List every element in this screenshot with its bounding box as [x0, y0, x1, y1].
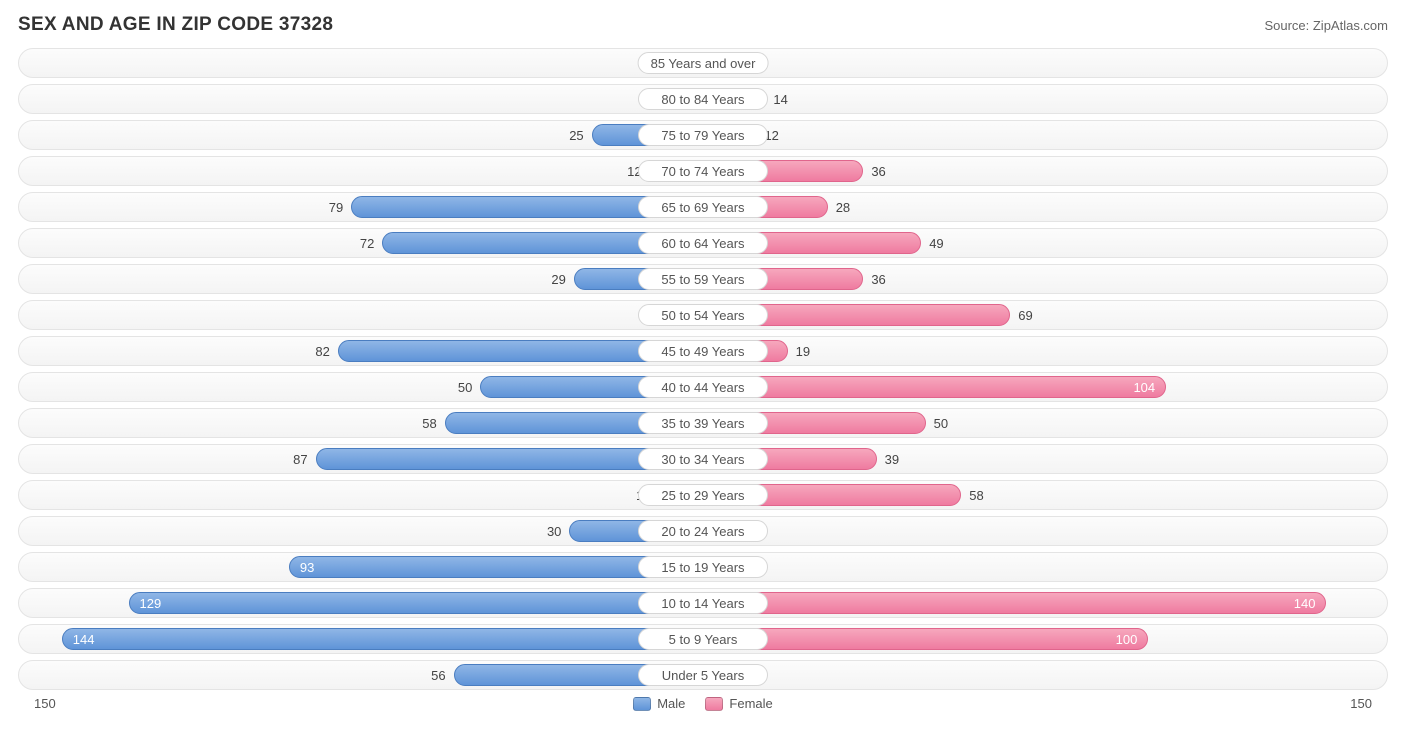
chart-row: 29 36 55 to 59 Years [18, 264, 1388, 294]
category-pill: 60 to 64 Years [638, 232, 768, 254]
female-value: 9 [746, 556, 1371, 578]
chart-row: 25 1275 to 79 Years [18, 120, 1388, 150]
male-value: 58 [35, 412, 445, 434]
male-value: 29 [35, 268, 574, 290]
legend: Male Female [633, 696, 773, 711]
male-value: 129 [130, 596, 162, 611]
chart-row: 0 1480 to 84 Years [18, 84, 1388, 114]
pyramid-chart: 0085 Years and over01480 to 84 Years2512… [18, 48, 1388, 690]
category-pill: 5 to 9 Years [638, 628, 768, 650]
category-pill: 85 Years and over [638, 52, 769, 74]
male-value: 50 [35, 376, 480, 398]
legend-female-label: Female [729, 696, 772, 711]
legend-male: Male [633, 696, 685, 711]
chart-row: 93 915 to 19 Years [18, 552, 1388, 582]
chart-footer: 150 Male Female 150 [18, 696, 1388, 711]
male-value: 0 [35, 304, 660, 326]
chart-row: 72 49 60 to 64 Years [18, 228, 1388, 258]
female-value: 49 [921, 232, 1371, 254]
chart-row: 12 36 70 to 74 Years [18, 156, 1388, 186]
male-value: 72 [35, 232, 382, 254]
male-bar: 144 [62, 628, 703, 650]
female-value: 58 [961, 484, 1371, 506]
male-value: 87 [35, 448, 316, 470]
category-pill: 65 to 69 Years [638, 196, 768, 218]
female-value: 69 [1010, 304, 1371, 326]
chart-row: 10 58 25 to 29 Years [18, 480, 1388, 510]
female-value: 28 [828, 196, 1371, 218]
chart-row: 129 140 10 to 14 Years [18, 588, 1388, 618]
category-pill: 80 to 84 Years [638, 88, 768, 110]
category-pill: 55 to 59 Years [638, 268, 768, 290]
male-bar: 129 [129, 592, 703, 614]
category-pill: 40 to 44 Years [638, 376, 768, 398]
category-pill: Under 5 Years [638, 664, 768, 686]
chart-row: 50 104 40 to 44 Years [18, 372, 1388, 402]
female-value: 19 [788, 340, 1371, 362]
chart-row: 144 100 5 to 9 Years [18, 624, 1388, 654]
female-value: 12 [756, 124, 1371, 146]
male-swatch-icon [633, 697, 651, 711]
female-bar: 140 [703, 592, 1326, 614]
category-pill: 15 to 19 Years [638, 556, 768, 578]
female-value: 36 [863, 268, 1371, 290]
legend-female: Female [705, 696, 772, 711]
male-value: 0 [35, 52, 660, 74]
female-value: 140 [1294, 596, 1326, 611]
chart-row: 30 020 to 24 Years [18, 516, 1388, 546]
category-pill: 20 to 24 Years [638, 520, 768, 542]
category-pill: 10 to 14 Years [638, 592, 768, 614]
male-value: 79 [35, 196, 351, 218]
chart-row: 87 39 30 to 34 Years [18, 444, 1388, 474]
chart-row: 0 69 50 to 54 Years [18, 300, 1388, 330]
male-value: 25 [35, 124, 592, 146]
male-value: 56 [35, 664, 454, 686]
female-value: 104 [1133, 380, 1165, 395]
female-value: 50 [926, 412, 1371, 434]
female-bar: 104 [703, 376, 1166, 398]
female-value: 14 [765, 88, 1371, 110]
male-value: 93 [290, 560, 314, 575]
female-swatch-icon [705, 697, 723, 711]
category-pill: 70 to 74 Years [638, 160, 768, 182]
female-value: 0 [746, 52, 1371, 74]
category-pill: 35 to 39 Years [638, 412, 768, 434]
chart-row: 79 28 65 to 69 Years [18, 192, 1388, 222]
legend-male-label: Male [657, 696, 685, 711]
chart-row: 58 50 35 to 39 Years [18, 408, 1388, 438]
chart-row: 0 085 Years and over [18, 48, 1388, 78]
category-pill: 45 to 49 Years [638, 340, 768, 362]
female-value: 36 [863, 160, 1371, 182]
male-value: 30 [35, 520, 569, 542]
category-pill: 25 to 29 Years [638, 484, 768, 506]
axis-max-left: 150 [34, 696, 56, 711]
female-value: 100 [1116, 632, 1148, 647]
male-value: 82 [35, 340, 338, 362]
female-value: 0 [746, 520, 1371, 542]
axis-max-right: 150 [1350, 696, 1372, 711]
category-pill: 50 to 54 Years [638, 304, 768, 326]
male-value: 10 [35, 484, 658, 506]
female-value: 39 [877, 448, 1371, 470]
source-name: ZipAtlas.com [1313, 18, 1388, 33]
female-bar: 100 [703, 628, 1148, 650]
chart-source: Source: ZipAtlas.com [1264, 18, 1388, 33]
chart-row: 82 19 45 to 49 Years [18, 336, 1388, 366]
female-value: 0 [746, 664, 1371, 686]
source-label: Source: [1264, 18, 1312, 33]
category-pill: 30 to 34 Years [638, 448, 768, 470]
chart-row: 56 0Under 5 Years [18, 660, 1388, 690]
male-value: 144 [63, 632, 95, 647]
category-pill: 75 to 79 Years [638, 124, 768, 146]
male-value: 12 [35, 160, 650, 182]
chart-title: SEX AND AGE IN ZIP CODE 37328 [18, 14, 333, 36]
chart-header: SEX AND AGE IN ZIP CODE 37328 Source: Zi… [18, 14, 1388, 36]
male-value: 0 [35, 88, 660, 110]
